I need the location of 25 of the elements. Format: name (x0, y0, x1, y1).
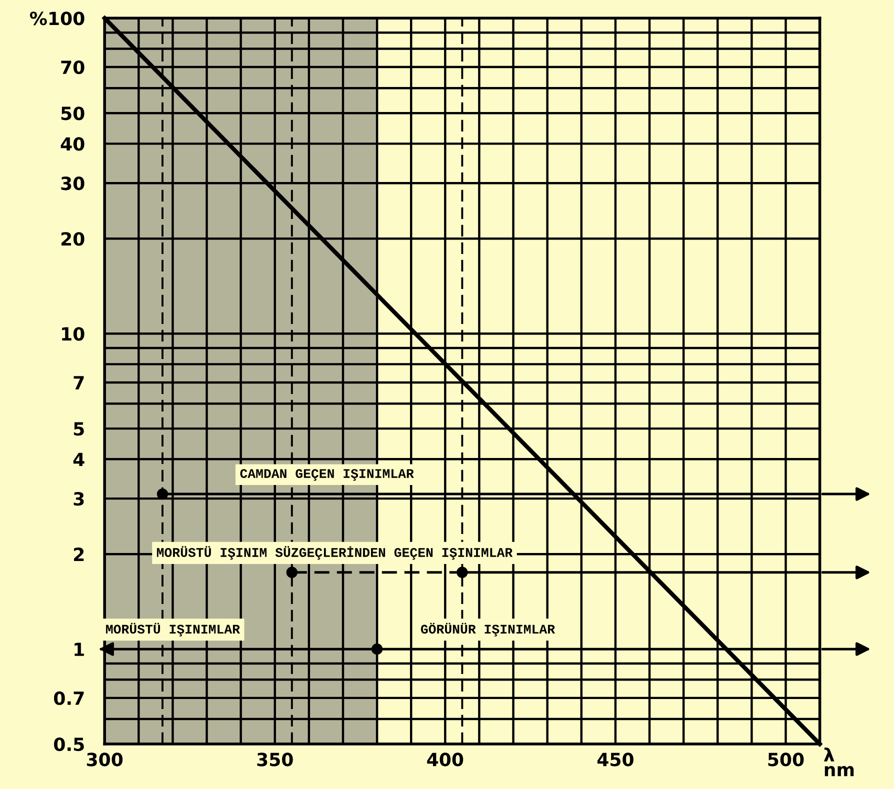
series-label: MORÜSTÜ IŞINIM SÜZGEÇLERİNDEN GEÇEN IŞINIMLAR (156, 546, 513, 560)
y-tick-label: 3 (74, 492, 84, 506)
y-tick-label: 5 (74, 422, 84, 436)
series-label: CAMDAN GEÇEN IŞINIMLAR (240, 469, 414, 481)
y-tick-label: 4 (73, 452, 84, 466)
y-tick-label: 10 (62, 327, 84, 341)
x-tick-label: 350 (257, 752, 293, 766)
y-tick-label: 1 (74, 642, 84, 656)
x-tick-label: 400 (427, 752, 464, 766)
x-tick-label: 300 (86, 752, 123, 766)
y-tick-label: 70 (61, 60, 84, 74)
y-tick-label: 30 (61, 176, 84, 190)
x-axis-title: λ nm (824, 748, 854, 776)
y-tick-label: 0.7 (54, 691, 84, 706)
y-tick-label: 7 (74, 376, 84, 390)
y-tick-label: 2 (74, 548, 84, 561)
series-label: MORÜSTÜ IŞINIMLAR (106, 622, 240, 636)
y-tick-label: 20 (61, 232, 84, 246)
x-tick-label: 500 (768, 752, 804, 766)
y-tick-label: 50 (61, 106, 84, 120)
x-tick-label: 450 (597, 752, 634, 766)
y-tick-label: %100 (30, 12, 84, 26)
series-label: GÖRÜNÜR IŞINIMLAR (420, 622, 556, 636)
y-tick-label: 0.5 (54, 737, 84, 752)
y-tick-label: 40 (60, 137, 84, 151)
